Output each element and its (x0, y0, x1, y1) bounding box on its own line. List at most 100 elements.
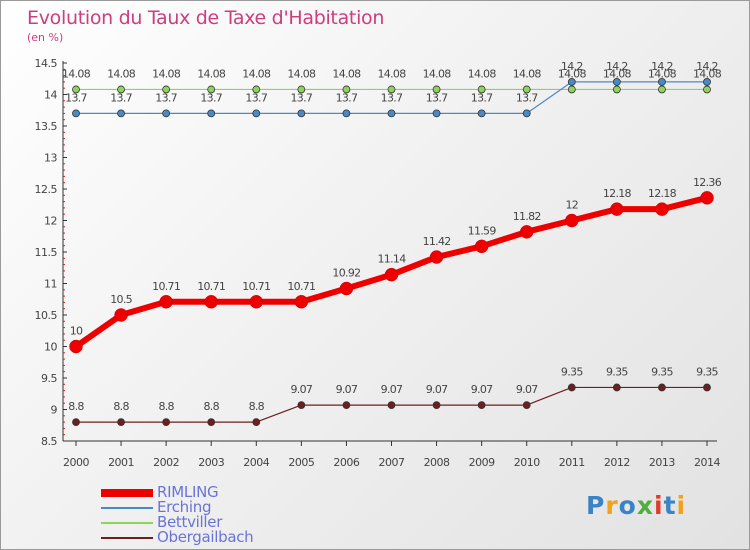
data-point (477, 401, 486, 409)
y-tick-label: 11.5 (35, 246, 58, 259)
data-point (342, 401, 351, 409)
data-label: 13.7 (155, 91, 177, 104)
legend-swatch (101, 507, 153, 509)
data-point (612, 85, 621, 94)
y-tick-label: 14 (44, 89, 57, 102)
data-point (658, 383, 666, 392)
data-point (387, 85, 396, 94)
data-point (72, 85, 80, 94)
x-tick-label: 2000 (63, 456, 89, 469)
data-point (207, 109, 216, 118)
data-point (342, 85, 351, 94)
data-point (612, 383, 621, 392)
data-label: 11.59 (468, 224, 497, 237)
y-tick-label: 14.5 (35, 57, 58, 70)
data-label: 14.08 (197, 67, 226, 80)
x-tick-label: 2008 (424, 456, 450, 469)
data-point (658, 85, 666, 94)
data-point (474, 239, 489, 254)
x-tick-label: 2011 (559, 456, 585, 469)
data-point (432, 109, 441, 118)
data-point (162, 109, 171, 118)
y-tick-label: 13.5 (35, 120, 58, 133)
data-point (69, 339, 83, 354)
data-label: 13.7 (336, 91, 358, 104)
x-tick-label: 2009 (469, 456, 495, 469)
data-point (342, 109, 351, 118)
y-tick-label: 12.5 (35, 183, 58, 196)
data-point (432, 85, 441, 94)
data-label: 13.7 (381, 91, 403, 104)
data-label: 14.2 (696, 60, 718, 73)
data-point (567, 85, 576, 94)
data-point (297, 85, 306, 94)
data-label: 11.82 (513, 210, 541, 223)
data-label: 9.35 (696, 365, 718, 378)
data-point (565, 213, 579, 228)
logo-letter: i (654, 491, 664, 520)
data-point (432, 401, 441, 409)
x-tick-label: 2007 (379, 456, 405, 469)
x-tick-label: 2001 (108, 456, 134, 469)
data-label: 13.7 (65, 91, 87, 104)
x-tick-label: 2004 (243, 456, 269, 469)
data-label: 9.07 (471, 383, 493, 396)
data-point (162, 418, 171, 427)
data-label: 10.71 (152, 280, 180, 293)
data-label: 14.08 (62, 67, 91, 80)
data-point (72, 109, 80, 118)
data-point (294, 295, 309, 309)
data-point (522, 109, 531, 118)
y-tick-label: 10.5 (35, 309, 58, 322)
data-label: 14.08 (513, 67, 542, 80)
data-label: 9.07 (291, 383, 313, 396)
x-tick-label: 2013 (649, 456, 675, 469)
logo-letter: x (636, 491, 654, 520)
data-label: 13.7 (516, 91, 538, 104)
data-point (297, 401, 306, 409)
x-tick-label: 2006 (333, 456, 359, 469)
data-label: 13.7 (471, 91, 493, 104)
data-label: 13.7 (426, 91, 448, 104)
data-label: 12 (565, 199, 578, 212)
data-point (567, 78, 576, 86)
data-label: 14.08 (603, 67, 632, 80)
logo-letter: o (618, 491, 637, 520)
y-tick-label: 8.5 (41, 435, 57, 448)
data-label: 9.07 (426, 383, 448, 396)
data-point (519, 225, 534, 239)
data-label: 14.08 (693, 67, 722, 80)
data-point (114, 308, 128, 322)
data-label: 10.71 (242, 280, 270, 293)
data-label: 14.2 (606, 60, 628, 73)
data-label: 8.8 (158, 400, 174, 413)
logo-letter: r (605, 491, 619, 520)
data-point (477, 109, 486, 118)
data-point (252, 85, 261, 94)
data-point (387, 401, 396, 409)
data-point (387, 109, 396, 118)
data-label: 13.7 (245, 91, 267, 104)
data-label: 13.7 (200, 91, 222, 104)
data-label: 12.18 (603, 187, 632, 200)
data-point (339, 281, 354, 296)
data-point (117, 85, 125, 94)
x-tick-label: 2014 (694, 456, 720, 469)
data-label: 14.08 (152, 67, 181, 80)
y-tick-label: 9.5 (41, 372, 57, 385)
data-point (207, 418, 216, 427)
logo-letter: i (676, 491, 687, 520)
y-tick-label: 11 (44, 278, 57, 291)
data-point (204, 295, 218, 309)
data-label: 14.08 (378, 67, 407, 80)
unit-label: (en %) (27, 31, 64, 44)
data-label: 14.08 (558, 67, 587, 80)
data-point (610, 202, 624, 216)
logo-letter: P (586, 491, 606, 520)
legend-label: Erching (157, 498, 212, 516)
data-label: 12.36 (693, 176, 722, 189)
x-tick-label: 2012 (604, 456, 630, 469)
data-point (655, 202, 669, 216)
